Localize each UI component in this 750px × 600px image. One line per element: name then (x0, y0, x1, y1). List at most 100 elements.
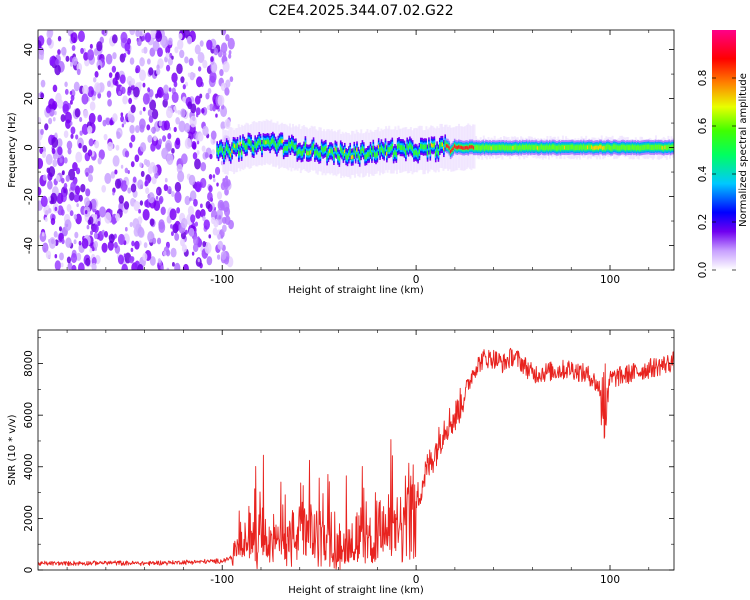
noise-blob (48, 98, 56, 110)
noise-blob (179, 49, 185, 59)
noise-blob (101, 242, 108, 253)
noise-blob (97, 114, 103, 123)
noise-blob (163, 120, 170, 131)
noise-blob (90, 90, 94, 95)
ridge-cell (415, 150, 418, 156)
noise-blob (214, 166, 221, 176)
ridge-cell (216, 147, 218, 153)
ridge-cell (519, 144, 521, 150)
x-tick-label: 100 (600, 274, 620, 286)
ridge-cell (627, 145, 630, 151)
snr-ylabel: SNR (10 * v/v) (7, 414, 18, 485)
ridge-cell (297, 149, 300, 155)
ridge-peak (597, 146, 600, 150)
ridge-peak (601, 146, 604, 150)
ridge-cell (223, 153, 225, 159)
y-tick-label: 20 (23, 92, 35, 105)
noise-blob (216, 182, 219, 187)
y-tick-label: 4000 (23, 453, 35, 480)
ridge-cell (619, 145, 622, 151)
noise-blob (46, 167, 51, 174)
noise-blob (111, 34, 118, 44)
noise-blob (223, 206, 231, 217)
noise-blob (88, 174, 93, 183)
y-tick-label: -20 (23, 188, 35, 205)
noise-blob (192, 116, 196, 122)
noise-blob (145, 159, 151, 168)
ridge-cell (282, 148, 285, 154)
noise-blob (71, 44, 76, 52)
noise-blob (60, 209, 65, 216)
ridge-cell (489, 144, 491, 150)
noise-blob (200, 203, 203, 209)
noise-blob (74, 185, 81, 195)
noise-blob (220, 30, 227, 36)
ridge-cell (574, 145, 577, 151)
ridge-cell (508, 145, 510, 151)
ridge-cell (380, 145, 383, 151)
noise-blob (150, 142, 156, 152)
ridge-cell (548, 144, 551, 150)
noise-blob (202, 240, 207, 248)
noise-blob (171, 191, 175, 198)
noise-blob (79, 130, 83, 136)
noise-blob (127, 50, 131, 55)
noise-blob (60, 262, 64, 268)
ridge-cell (648, 144, 650, 150)
noise-blob (117, 233, 125, 246)
noise-blob (69, 210, 74, 217)
colorbar-tick-label: 0.0 (697, 262, 709, 279)
ridge-cell (671, 144, 673, 150)
noise-blob (188, 174, 196, 186)
ridge-cell (327, 151, 330, 156)
ridge-cell (238, 150, 240, 156)
ridge-peak (456, 145, 459, 150)
ridge-peak (343, 149, 346, 154)
noise-blob (187, 205, 195, 216)
ridge-cell (538, 145, 540, 151)
noise-blob (50, 217, 56, 226)
ridge-cell (240, 149, 243, 155)
noise-blob (222, 216, 227, 224)
ridge-cell (293, 144, 296, 150)
ridge-cell (274, 142, 277, 148)
ridge-cell (547, 145, 550, 151)
noise-blob (220, 250, 227, 261)
noise-blob (48, 166, 56, 178)
ridge-cell (515, 144, 517, 150)
ridge-cell (267, 139, 270, 145)
noise-blob (120, 31, 128, 44)
noise-blob (78, 142, 82, 149)
noise-blob (53, 231, 58, 238)
noise-blob (88, 112, 96, 124)
noise-blob (38, 40, 42, 50)
ridge-cell (558, 144, 561, 150)
ridge-cell (326, 154, 328, 160)
ridge-cell (426, 150, 429, 156)
y-tick-label: 8000 (23, 350, 35, 377)
ridge-cell (509, 145, 512, 151)
noise-blob (128, 97, 133, 105)
noise-blob (74, 108, 81, 118)
ridge-cell (225, 144, 228, 150)
ridge-cell (320, 145, 323, 151)
spectrogram-chart: -100 0 100 -40 -20 0 20 40 Height of straight l… (7, 29, 675, 296)
ridge-cell (409, 142, 411, 148)
noise-blob (147, 109, 153, 117)
noise-blob (111, 65, 117, 73)
ridge-cell (506, 145, 509, 151)
noise-blob (192, 73, 196, 78)
ridge-cell (371, 151, 373, 157)
ridge-peak (451, 148, 453, 152)
noise-blob (91, 257, 97, 266)
ridge-cell (665, 145, 668, 151)
ridge-peak (467, 146, 470, 150)
ridge-cell (354, 152, 357, 158)
noise-blob (184, 81, 189, 87)
noise-blob (220, 82, 227, 92)
noise-blob (44, 216, 48, 223)
noise-blob (134, 154, 140, 163)
noise-blob (129, 255, 134, 264)
noise-blob (201, 145, 206, 152)
